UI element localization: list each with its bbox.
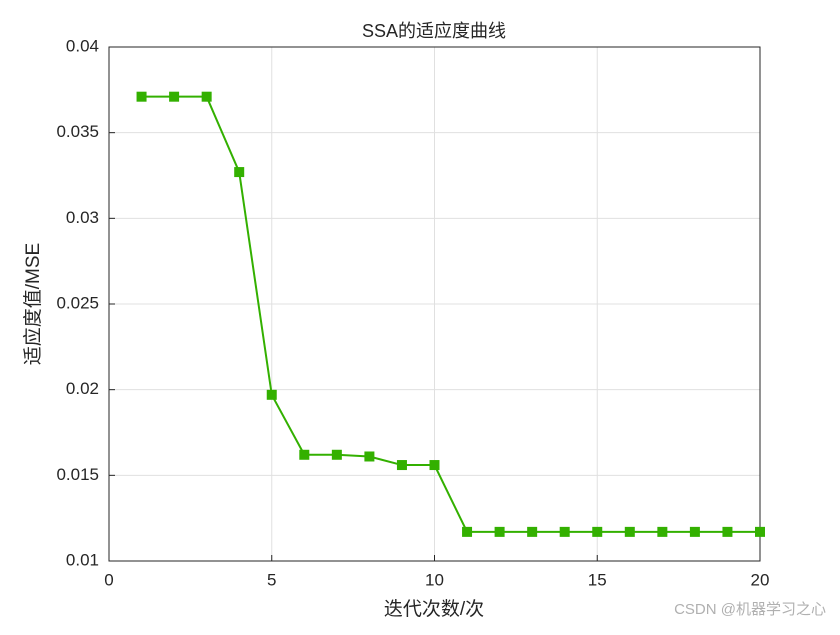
- marker: [527, 526, 538, 537]
- marker: [396, 460, 407, 471]
- marker: [722, 526, 733, 537]
- marker: [136, 91, 147, 102]
- plot-frame: [108, 46, 761, 562]
- marker: [364, 451, 375, 462]
- series-line: [141, 95, 760, 533]
- y-tick-label: 0.01: [66, 550, 99, 569]
- marker: [201, 91, 212, 102]
- x-tick-label: 5: [267, 570, 276, 589]
- marker: [494, 526, 505, 537]
- marker: [266, 389, 277, 400]
- marker: [592, 526, 603, 537]
- marker: [624, 526, 635, 537]
- watermark: CSDN @机器学习之心: [674, 601, 826, 618]
- y-tick-label: 0.025: [56, 293, 99, 312]
- marker: [689, 526, 700, 537]
- x-tick-label: 10: [425, 570, 444, 589]
- marker: [559, 526, 570, 537]
- y-tick-label: 0.015: [56, 465, 99, 484]
- y-tick-label: 0.04: [66, 36, 99, 55]
- marker: [299, 449, 310, 460]
- marker: [234, 167, 245, 178]
- x-tick-label: 0: [104, 570, 113, 589]
- y-tick-label: 0.02: [66, 379, 99, 398]
- marker: [331, 449, 342, 460]
- marker: [657, 526, 668, 537]
- marker: [169, 91, 180, 102]
- x-axis-label: 迭代次数/次: [384, 598, 484, 620]
- x-tick-label: 20: [751, 570, 770, 589]
- y-tick-label: 0.03: [66, 208, 99, 227]
- marker: [429, 460, 440, 471]
- y-axis-label: 适应度值/MSE: [22, 243, 44, 365]
- y-tick-label: 0.035: [56, 122, 99, 141]
- marker: [462, 526, 473, 537]
- chart-title: SSA的适应度曲线: [362, 21, 506, 41]
- x-tick-label: 15: [588, 570, 607, 589]
- marker: [755, 526, 765, 537]
